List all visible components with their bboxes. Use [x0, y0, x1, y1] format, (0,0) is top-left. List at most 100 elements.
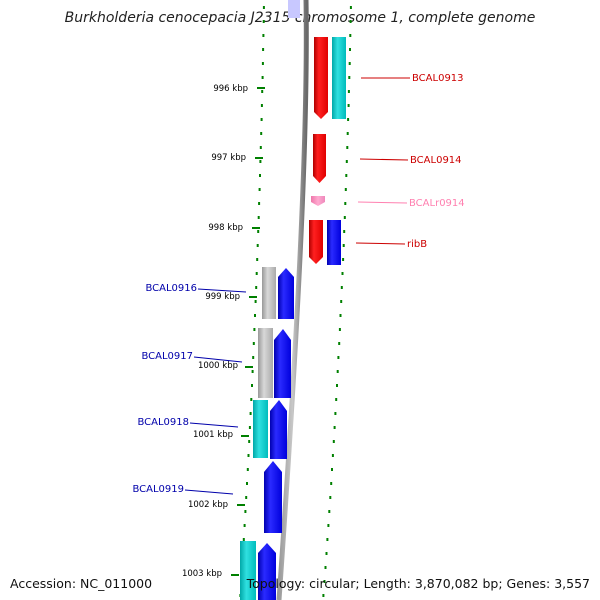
- leader-BCAL0916: [197, 288, 247, 293]
- tick-dot: [246, 468, 249, 471]
- tick-dot: [338, 342, 341, 345]
- gene-arrow-BCAL0913[interactable]: [314, 37, 328, 119]
- tick-dot: [251, 370, 254, 373]
- rna-arrow-BCALr0914[interactable]: [311, 196, 325, 206]
- gene-arrow-BCAL0914[interactable]: [313, 134, 326, 183]
- tick-dots-right: [322, 6, 352, 597]
- tick-label: 1000 kbp: [198, 361, 238, 371]
- tick-dot: [322, 594, 325, 597]
- tick-dot: [248, 440, 251, 443]
- tick-dot: [333, 426, 336, 429]
- tick-dot: [327, 524, 330, 527]
- gene-label-BCAL0918[interactable]: BCAL0918: [137, 417, 189, 428]
- tick-dot: [325, 552, 328, 555]
- forward-features: [309, 37, 346, 265]
- genome-summary: Topology: circular; Length: 3,870,082 bp…: [246, 576, 590, 591]
- tick-dot: [261, 62, 264, 65]
- tick-dot: [348, 62, 351, 65]
- tick-dot: [347, 104, 350, 107]
- tick-dot: [349, 20, 352, 23]
- tick-dot: [347, 118, 350, 121]
- tick-dot: [257, 230, 260, 233]
- cog-bar-next: [240, 541, 256, 600]
- tick-dot: [341, 272, 344, 275]
- tick-dot: [343, 230, 346, 233]
- chromosome-backbone: [276, 0, 309, 600]
- gene-label-BCAL0914[interactable]: BCAL0914: [410, 155, 462, 166]
- leader-BCAL0914: [359, 158, 409, 161]
- tick-dot: [346, 146, 349, 149]
- accession-label: Accession: NC_011000: [10, 576, 153, 591]
- tick-dot: [335, 398, 338, 401]
- gene-label-BCAL0917[interactable]: BCAL0917: [141, 351, 193, 362]
- position-scale: 996 kbp 997 kbp 998 kbp 999 kbp 1000 kbp…: [182, 84, 265, 579]
- tick-dot: [342, 244, 345, 247]
- gene-arrow-next[interactable]: [258, 543, 276, 600]
- tick-dot: [331, 454, 334, 457]
- reverse-features: [240, 267, 294, 600]
- leader-BCAL0919: [184, 489, 234, 495]
- leader-BCALr0914: [357, 201, 408, 204]
- tick-dot: [258, 188, 261, 191]
- tick-dots-left: [239, 6, 265, 597]
- tick-dot: [247, 454, 250, 457]
- tick-dot: [261, 90, 264, 93]
- label-leaders: [184, 77, 410, 495]
- tick-dot: [256, 244, 259, 247]
- gene-labels: BCAL0913 BCAL0914 BCALr0914 ribB BCAL091…: [132, 73, 464, 495]
- cog-bar-BCAL0917: [258, 328, 273, 398]
- tick-dot: [345, 160, 348, 163]
- tick-dot: [330, 482, 333, 485]
- tick-dot: [338, 328, 341, 331]
- backbone-top-highlight: [288, 0, 300, 18]
- tick-dot: [348, 76, 351, 79]
- tick-dot: [340, 286, 343, 289]
- tick-dot: [345, 174, 348, 177]
- tick-dot: [252, 342, 255, 345]
- gene-arrow-ribB[interactable]: [309, 220, 323, 264]
- gene-arrow-BCAL0919[interactable]: [264, 461, 282, 533]
- gene-label-BCAL0913[interactable]: BCAL0913: [412, 73, 464, 84]
- tick-dot: [344, 202, 347, 205]
- tick-label: 999 kbp: [205, 292, 240, 302]
- cog-bar-BCAL0916: [262, 267, 276, 319]
- tick-dot: [262, 34, 265, 37]
- gene-label-BCAL0919[interactable]: BCAL0919: [132, 484, 184, 495]
- tick-label: 1002 kbp: [188, 500, 228, 510]
- tick-dot: [255, 272, 258, 275]
- tick-dot: [346, 132, 349, 135]
- gene-label-BCALr0914[interactable]: BCALr0914: [409, 198, 465, 209]
- cog-bar-BCAL0913: [332, 37, 346, 119]
- gene-label-BCAL0916[interactable]: BCAL0916: [145, 283, 197, 294]
- tick-dot: [260, 118, 263, 121]
- gene-arrow-BCAL0916[interactable]: [278, 268, 294, 319]
- tick-dot: [349, 34, 352, 37]
- tick-label: 1001 kbp: [193, 430, 233, 440]
- leader-ribB: [355, 242, 406, 245]
- tick-dot: [328, 510, 331, 513]
- tick-label: 996 kbp: [213, 84, 248, 94]
- tick-label: 997 kbp: [211, 153, 246, 163]
- leader-BCAL0918: [189, 422, 239, 428]
- cog-bar-BCAL0918: [253, 400, 268, 458]
- tick-dot: [243, 524, 246, 527]
- gene-label-ribB[interactable]: ribB: [407, 239, 427, 250]
- tick-label: 1003 kbp: [182, 569, 222, 579]
- tick-dot: [255, 286, 258, 289]
- tick-dot: [252, 356, 255, 359]
- tick-dot: [262, 6, 265, 9]
- tick-dot: [334, 412, 337, 415]
- tick-dot: [257, 216, 260, 219]
- tick-dot: [343, 216, 346, 219]
- gene-arrow-BCAL0917[interactable]: [274, 329, 291, 398]
- tick-dot: [336, 370, 339, 373]
- tick-dot: [337, 356, 340, 359]
- tick-dot: [253, 328, 256, 331]
- tick-dot: [349, 6, 352, 9]
- tick-dot: [249, 412, 252, 415]
- tick-dot: [242, 538, 245, 541]
- gene-arrow-BCAL0918[interactable]: [270, 400, 287, 459]
- tick-dot: [331, 468, 333, 471]
- tick-dot: [261, 76, 264, 79]
- tick-dot: [329, 496, 332, 499]
